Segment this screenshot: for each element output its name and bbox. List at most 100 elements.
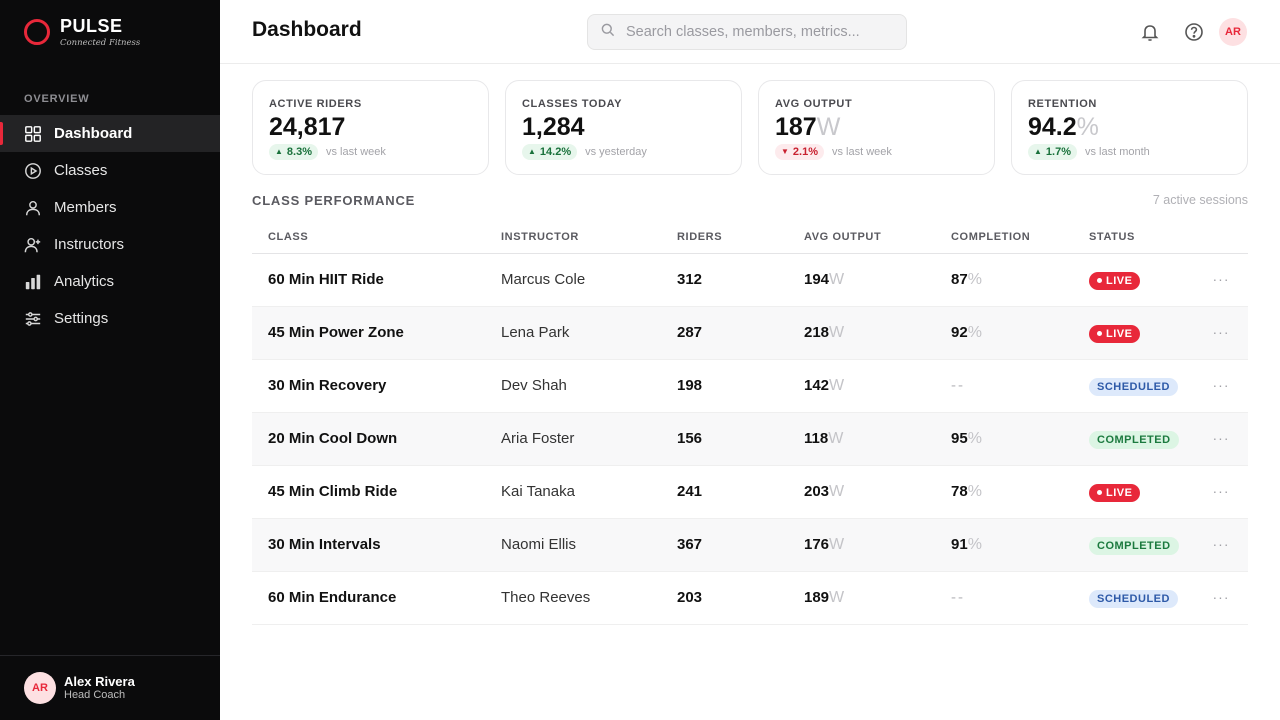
stat-value: 94.2% [1028, 113, 1099, 141]
bar-chart-icon [24, 273, 42, 291]
more-options-icon[interactable]: ··· [1212, 377, 1230, 393]
class-name[interactable]: 30 Min Recovery [268, 377, 387, 394]
brand-tagline: Connected Fitness [60, 37, 141, 48]
search-bar[interactable] [587, 14, 907, 50]
stat-label: RETENTION [1028, 98, 1097, 110]
output-value: 194 [804, 271, 830, 288]
brand-name: PULSE [60, 15, 123, 36]
arrow-up-icon: ▲ [528, 147, 536, 156]
table-row[interactable]: 45 Min Power Zone Lena Park 287 218W 92% LIVE… [252, 307, 1248, 360]
more-options-icon[interactable]: ··· [1212, 536, 1230, 552]
watt-unit: W [829, 271, 845, 288]
watt-unit: W [829, 589, 845, 606]
column-header[interactable]: AVG OUTPUT [804, 230, 882, 243]
column-header[interactable]: STATUS [1089, 230, 1135, 243]
user-icon [24, 199, 42, 217]
user-name: Alex Rivera [64, 674, 135, 689]
instructor-name: Marcus Cole [501, 271, 586, 288]
instructor-name: Theo Reeves [501, 589, 591, 606]
percent-unit: % [967, 483, 982, 500]
table-row[interactable]: 60 Min HIIT Ride Marcus Cole 312 194W 87% LIV… [252, 254, 1248, 307]
stat-label: ACTIVE RIDERS [269, 98, 362, 110]
riders-count: 241 [677, 483, 703, 500]
riders-count: 203 [677, 589, 703, 606]
status-badge: COMPLETED [1089, 536, 1179, 555]
table-row[interactable]: 45 Min Climb Ride Kai Tanaka 241 203W 78% LIV… [252, 466, 1248, 519]
class-name[interactable]: 45 Min Climb Ride [268, 483, 398, 500]
watt-unit: W [828, 430, 844, 447]
stat-value: 24,817 [269, 113, 346, 141]
riders-count: 367 [677, 536, 703, 553]
table-header: CLASS INSTRUCTOR RIDERS AVG OUTPUT COMPL… [252, 220, 1248, 254]
sidebar-item-label: Dashboard [54, 125, 133, 142]
avatar: AR [24, 672, 56, 704]
sidebar-nav: Dashboard Classes Members Instructors An… [0, 115, 220, 337]
status-badge: LIVE [1089, 271, 1141, 290]
brand-logo[interactable]: PULSE Connected Fitness [24, 14, 140, 50]
output-value: 142 [804, 377, 830, 394]
table-row[interactable]: 20 Min Cool Down Aria Foster 156 118W 95% COM… [252, 413, 1248, 466]
help-icon[interactable] [1182, 20, 1206, 44]
class-name[interactable]: 60 Min HIIT Ride [268, 271, 384, 288]
riders-count: 198 [677, 377, 703, 394]
page-title: Dashboard [252, 18, 362, 41]
sidebar-item-dashboard[interactable]: Dashboard [0, 115, 220, 152]
column-header[interactable]: COMPLETION [951, 230, 1031, 243]
delta-badge: ▼ 2.1% [775, 143, 824, 160]
top-header: Dashboard AR [220, 0, 1280, 64]
stat-card-retention[interactable]: RETENTION 94.2% ▲ 1.7% vs last month [1011, 80, 1248, 175]
delta-note: vs yesterday [585, 145, 647, 158]
sidebar-item-label: Settings [54, 310, 109, 327]
user-profile[interactable]: AR Alex Rivera Head Coach [0, 655, 220, 720]
sidebar-item-settings[interactable]: Settings [0, 300, 220, 337]
instructor-name: Naomi Ellis [501, 536, 577, 553]
output-value: 218 [804, 324, 830, 341]
table-body: 60 Min HIIT Ride Marcus Cole 312 194W 87% LIV… [252, 254, 1248, 625]
stat-value: 1,284 [522, 113, 585, 141]
bell-icon[interactable] [1138, 20, 1162, 44]
empty-value: -- [951, 377, 965, 394]
sidebar-item-analytics[interactable]: Analytics [0, 263, 220, 300]
completion-value: 78 [951, 483, 968, 500]
stat-cards: ACTIVE RIDERS 24,817 ▲ 8.3% vs last week … [252, 80, 1248, 175]
table-row[interactable]: 60 Min Endurance Theo Reeves 203 189W -- SCHE… [252, 572, 1248, 625]
more-options-icon[interactable]: ··· [1212, 324, 1230, 340]
completion-value: 95 [951, 430, 968, 447]
watt-unit: W [829, 536, 845, 553]
sidebar-item-members[interactable]: Members [0, 189, 220, 226]
stat-card-classes-today[interactable]: CLASSES TODAY 1,284 ▲ 14.2% vs yesterday [505, 80, 742, 175]
riders-count: 287 [677, 324, 703, 341]
class-name[interactable]: 20 Min Cool Down [268, 430, 398, 447]
live-dot-icon [1097, 331, 1102, 337]
more-options-icon[interactable]: ··· [1212, 271, 1230, 287]
instructor-name: Lena Park [501, 324, 570, 341]
status-badge: COMPLETED [1089, 430, 1179, 449]
user-role: Head Coach [64, 689, 126, 701]
table-row[interactable]: 30 Min Intervals Naomi Ellis 367 176W 91% COM… [252, 519, 1248, 572]
more-options-icon[interactable]: ··· [1212, 483, 1230, 499]
percent-unit: % [967, 324, 982, 341]
sidebar-item-label: Members [54, 199, 117, 216]
more-options-icon[interactable]: ··· [1212, 589, 1230, 605]
instructor-name: Dev Shah [501, 377, 567, 394]
stat-card-active-riders[interactable]: ACTIVE RIDERS 24,817 ▲ 8.3% vs last week [252, 80, 489, 175]
sidebar-item-label: Instructors [54, 236, 125, 253]
stat-card-avg-output[interactable]: AVG OUTPUT 187W ▼ 2.1% vs last week [758, 80, 995, 175]
stat-label: AVG OUTPUT [775, 98, 853, 110]
empty-value: -- [951, 589, 965, 606]
column-header[interactable]: CLASS [268, 230, 309, 243]
search-icon [600, 22, 616, 43]
completion-value: 91 [951, 536, 968, 553]
table-row[interactable]: 30 Min Recovery Dev Shah 198 142W -- SCHEDULE… [252, 360, 1248, 413]
sidebar-item-label: Classes [54, 162, 108, 179]
sidebar-item-instructors[interactable]: Instructors [0, 226, 220, 263]
search-input[interactable] [626, 24, 896, 40]
header-avatar[interactable]: AR [1219, 18, 1247, 46]
more-options-icon[interactable]: ··· [1212, 430, 1230, 446]
class-name[interactable]: 60 Min Endurance [268, 589, 397, 606]
column-header[interactable]: INSTRUCTOR [501, 230, 579, 243]
sidebar-item-classes[interactable]: Classes [0, 152, 220, 189]
class-name[interactable]: 45 Min Power Zone [268, 324, 404, 341]
class-name[interactable]: 30 Min Intervals [268, 536, 381, 553]
column-header[interactable]: RIDERS [677, 230, 723, 243]
